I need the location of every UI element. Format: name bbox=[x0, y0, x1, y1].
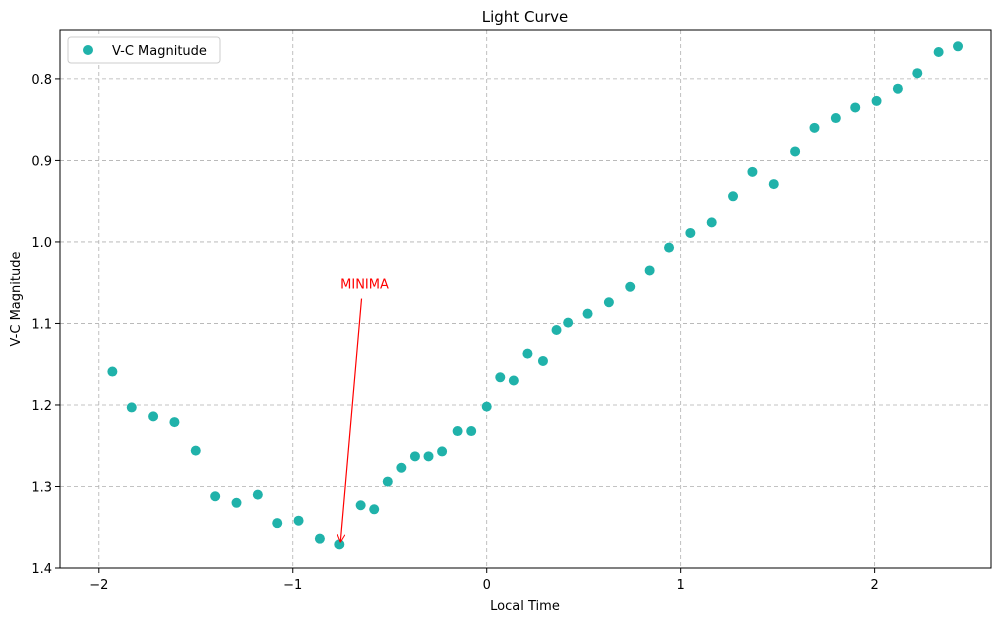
y-tick-label: 1.2 bbox=[31, 399, 52, 414]
data-point bbox=[537, 355, 548, 366]
data-point bbox=[423, 451, 434, 462]
data-point bbox=[231, 497, 242, 508]
data-point bbox=[892, 83, 903, 94]
data-point bbox=[953, 41, 964, 52]
data-point bbox=[481, 401, 492, 412]
x-tick-label: 2 bbox=[870, 578, 878, 593]
data-point bbox=[551, 324, 562, 335]
legend-box bbox=[67, 36, 221, 64]
x-tick-label: −2 bbox=[89, 578, 108, 593]
data-point bbox=[466, 426, 477, 437]
data-point bbox=[625, 281, 636, 292]
data-point bbox=[396, 462, 407, 473]
data-point bbox=[210, 491, 221, 502]
x-axis-label: Local Time bbox=[490, 599, 560, 614]
data-point bbox=[871, 95, 882, 106]
data-point bbox=[768, 179, 779, 190]
data-point bbox=[582, 308, 593, 319]
chart-title: Light Curve bbox=[482, 8, 568, 26]
data-point bbox=[933, 47, 944, 58]
data-point bbox=[452, 426, 463, 437]
data-point bbox=[272, 518, 283, 529]
y-tick-label: 0.9 bbox=[31, 154, 52, 169]
y-tick-label: 0.8 bbox=[31, 73, 52, 88]
data-point bbox=[830, 113, 841, 124]
data-point bbox=[495, 372, 506, 383]
annotation-label: MINIMA bbox=[340, 278, 389, 293]
data-point bbox=[728, 191, 739, 202]
data-point bbox=[603, 297, 614, 308]
annotation-arrow bbox=[340, 298, 363, 542]
data-point bbox=[169, 417, 180, 428]
y-tick-label: 1.1 bbox=[31, 317, 52, 332]
legend-label: V-C Magnitude bbox=[112, 44, 207, 59]
data-point bbox=[437, 446, 448, 457]
y-tick-label: 1.0 bbox=[31, 236, 52, 251]
data-point bbox=[664, 242, 675, 253]
x-tick-label: 0 bbox=[483, 578, 491, 593]
data-point bbox=[334, 539, 345, 550]
data-point bbox=[293, 515, 304, 526]
data-point bbox=[369, 504, 380, 515]
data-point bbox=[148, 411, 159, 422]
data-point bbox=[126, 402, 137, 413]
data-point bbox=[747, 166, 758, 177]
y-tick-label: 1.3 bbox=[31, 480, 52, 495]
data-point bbox=[912, 68, 923, 79]
legend: V-C Magnitude bbox=[67, 36, 221, 64]
data-point bbox=[809, 122, 820, 133]
data-point bbox=[644, 265, 655, 276]
data-point bbox=[522, 348, 533, 359]
data-point bbox=[190, 445, 201, 456]
y-axis-label: V-C Magnitude bbox=[9, 252, 24, 347]
plot-area-frame bbox=[59, 29, 992, 569]
annotations: MINIMA bbox=[340, 278, 389, 542]
data-point bbox=[314, 533, 325, 544]
data-point bbox=[508, 375, 519, 386]
grid-lines bbox=[60, 30, 991, 569]
x-axis: −2 −1 0 1 2 bbox=[89, 568, 879, 593]
data-point bbox=[563, 317, 574, 328]
y-tick-label: 1.4 bbox=[31, 562, 52, 577]
data-point bbox=[685, 227, 696, 238]
data-point bbox=[355, 500, 366, 511]
y-axis: 0.8 0.9 1.0 1.1 1.2 1.3 1.4 bbox=[31, 73, 60, 577]
data-point bbox=[382, 476, 393, 487]
data-point bbox=[706, 217, 717, 228]
data-point bbox=[409, 451, 420, 462]
data-point bbox=[790, 146, 801, 157]
x-tick-label: −1 bbox=[283, 578, 302, 593]
data-point bbox=[252, 489, 263, 500]
data-point bbox=[850, 102, 861, 113]
data-point bbox=[107, 366, 118, 377]
x-tick-label: 1 bbox=[677, 578, 685, 593]
legend-marker bbox=[83, 45, 93, 55]
data-points bbox=[107, 41, 964, 550]
